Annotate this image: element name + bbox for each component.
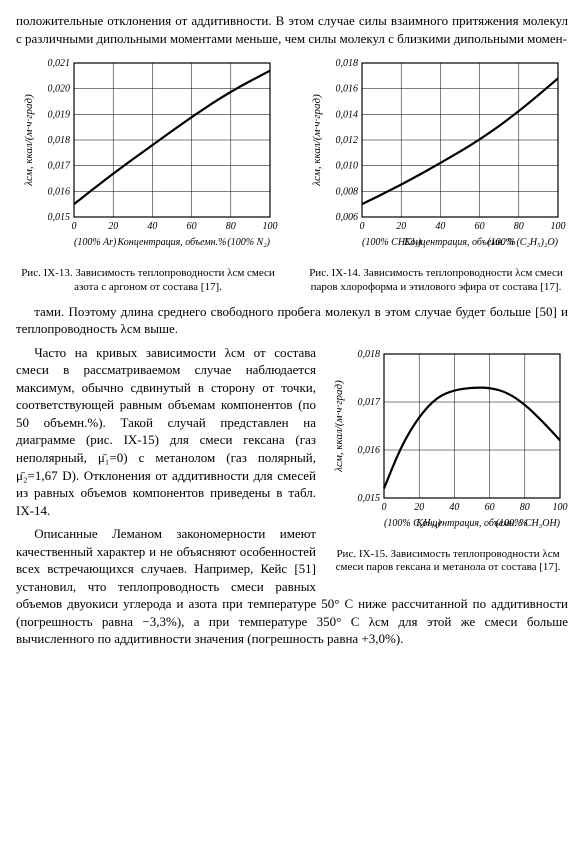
svg-text:0,018: 0,018 xyxy=(336,58,359,69)
fig14-svg: 0,006 0,008 0,010 0,012 0,014 0,016 0,018 0 20 40… xyxy=(306,53,566,263)
svg-text:0,010: 0,010 xyxy=(336,161,359,172)
svg-text:0: 0 xyxy=(72,221,77,232)
opening-paragraph: положительные отклонения от аддитивности… xyxy=(16,12,568,47)
svg-text:0,019: 0,019 xyxy=(48,109,71,120)
svg-text:0: 0 xyxy=(360,221,365,232)
figure-IX-13: 0,015 0,016 0,017 0,018 0,019 0,020 0,021 0 20 40… xyxy=(16,53,280,295)
svg-text:0,016: 0,016 xyxy=(358,445,381,456)
svg-text:0,015: 0,015 xyxy=(358,493,381,504)
fig14-caption: Рис. IX-14. Зависимость теплопроводности… xyxy=(304,267,568,295)
svg-text:0,020: 0,020 xyxy=(48,84,71,95)
svg-text:0: 0 xyxy=(382,502,387,513)
svg-text:0,016: 0,016 xyxy=(336,84,359,95)
fig15-svg: 0,015 0,016 0,017 0,018 0 20 40 60 80 100 λсм, кка… xyxy=(328,344,568,544)
svg-text:λсм, ккал/(м·ч·град): λсм, ккал/(м·ч·град) xyxy=(311,94,323,187)
paragraph-after-figs: тами. Поэтому длина среднего свободного … xyxy=(16,303,568,338)
svg-text:60: 60 xyxy=(475,221,485,232)
svg-text:80: 80 xyxy=(520,502,530,513)
svg-text:0,006: 0,006 xyxy=(336,212,359,223)
svg-text:100: 100 xyxy=(553,502,568,513)
svg-text:40: 40 xyxy=(147,221,157,232)
svg-text:40: 40 xyxy=(435,221,445,232)
svg-text:20: 20 xyxy=(396,221,406,232)
svg-text:100: 100 xyxy=(551,221,566,232)
svg-text:60: 60 xyxy=(485,502,495,513)
svg-text:40: 40 xyxy=(449,502,459,513)
svg-text:0,021: 0,021 xyxy=(48,58,71,69)
svg-text:(100% Ar): (100% Ar) xyxy=(74,237,117,248)
svg-text:(100% CH₃OH): (100% CH₃OH) xyxy=(496,518,561,529)
svg-text:100: 100 xyxy=(263,221,278,232)
figure-IX-14: 0,006 0,008 0,010 0,012 0,014 0,016 0,018 0 20 40… xyxy=(304,53,568,295)
svg-text:0,017: 0,017 xyxy=(358,397,382,408)
fig13-caption: Рис. IX-13. Зависимость теплопроводности… xyxy=(16,267,280,295)
svg-text:0,014: 0,014 xyxy=(336,109,359,120)
svg-text:0,008: 0,008 xyxy=(336,186,359,197)
svg-text:60: 60 xyxy=(187,221,197,232)
svg-text:80: 80 xyxy=(226,221,236,232)
svg-text:0,015: 0,015 xyxy=(48,212,71,223)
svg-text:(100% N₂): (100% N₂) xyxy=(227,237,270,248)
figure-IX-15: 0,015 0,016 0,017 0,018 0 20 40 60 80 100 λсм, кка… xyxy=(328,344,568,576)
svg-text:λсм, ккал/(м·ч·град): λсм, ккал/(м·ч·град) xyxy=(23,94,35,187)
svg-text:0,018: 0,018 xyxy=(48,135,71,146)
svg-text:0,012: 0,012 xyxy=(336,135,359,146)
svg-text:0,017: 0,017 xyxy=(48,161,72,172)
svg-text:0,016: 0,016 xyxy=(48,186,71,197)
figure-row-top: 0,015 0,016 0,017 0,018 0,019 0,020 0,021 0 20 40… xyxy=(16,53,568,295)
svg-text:Концентрация, объемн.%: Концентрация, объемн.% xyxy=(117,237,227,248)
svg-text:20: 20 xyxy=(108,221,118,232)
svg-text:20: 20 xyxy=(414,502,424,513)
fig13-svg: 0,015 0,016 0,017 0,018 0,019 0,020 0,021 0 20 40… xyxy=(18,53,278,263)
fig15-caption: Рис. IX-15. Зависимость теплопроводности… xyxy=(328,548,568,576)
svg-text:λсм, ккал/(м·ч·град): λсм, ккал/(м·ч·град) xyxy=(333,380,345,473)
svg-text:80: 80 xyxy=(514,221,524,232)
svg-text:(100% (C₂H₅)₂O): (100% (C₂H₅)₂O) xyxy=(487,237,558,248)
svg-text:0,018: 0,018 xyxy=(358,349,381,360)
